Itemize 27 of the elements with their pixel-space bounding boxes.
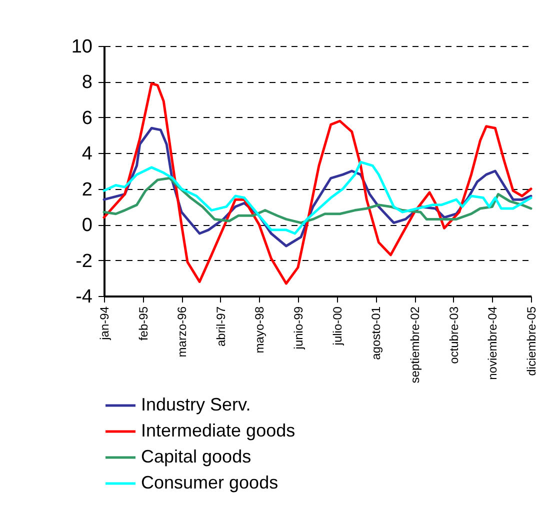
legend-label: Intermediate goods bbox=[141, 420, 296, 440]
line-series bbox=[102, 176, 532, 224]
legend-label: Industry Serv. bbox=[141, 394, 251, 414]
y-tick-label: 8 bbox=[82, 72, 92, 94]
y-tick-label: 0 bbox=[82, 215, 92, 236]
y-tick-label: -2 bbox=[76, 250, 92, 272]
y-tick-label: 6 bbox=[82, 108, 92, 129]
x-tick-label: marzo-96 bbox=[175, 306, 190, 358]
y-tick-label: 10 bbox=[71, 36, 92, 58]
y-tick-label: 2 bbox=[82, 179, 92, 200]
x-tick-label: mayo-98 bbox=[252, 306, 267, 354]
y-tick-label: -4 bbox=[76, 286, 93, 308]
x-tick-label: agosto-01 bbox=[369, 306, 384, 360]
line-series bbox=[102, 82, 532, 285]
x-tick-label: junio-99 bbox=[291, 306, 306, 350]
x-tick-label: julio-00 bbox=[330, 306, 344, 346]
x-tick-label: diciembre-05 bbox=[524, 306, 538, 376]
x-tick-label: jan-94 bbox=[98, 306, 112, 341]
x-tick-label: noviembre-04 bbox=[486, 306, 500, 380]
y-tick-label: 4 bbox=[82, 144, 93, 165]
x-tick-label: feb-95 bbox=[136, 306, 150, 341]
x-tick-label: abril-97 bbox=[214, 306, 228, 347]
x-tick-label: octubre-03 bbox=[446, 306, 461, 364]
line-series bbox=[102, 160, 532, 235]
legend-label: Capital goods bbox=[141, 446, 252, 466]
legend-label: Consumer goods bbox=[141, 472, 278, 492]
x-tick-label: septiembre-02 bbox=[408, 306, 422, 384]
